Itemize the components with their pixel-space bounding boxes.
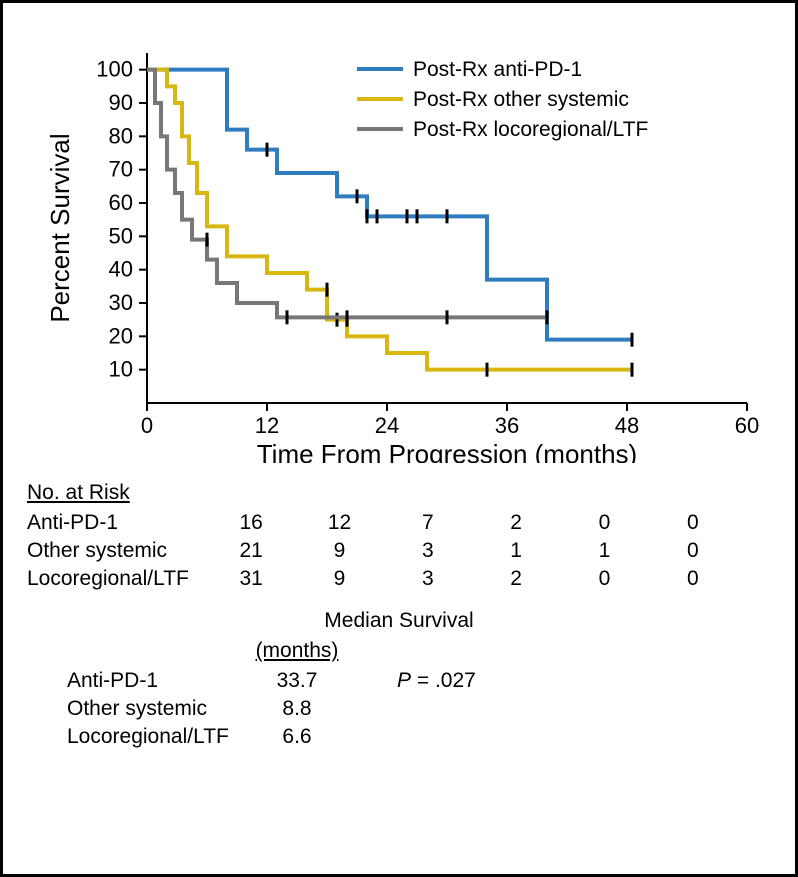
- median-value: 33.7: [227, 669, 367, 693]
- svg-text:90: 90: [109, 90, 133, 115]
- svg-text:Time From Progression (months): Time From Progression (months): [257, 439, 637, 463]
- km-svg: 10 20 30 40 50 60 70 80 90 100 Percent Survival 0 12…: [27, 23, 777, 463]
- svg-text:24: 24: [375, 413, 399, 438]
- at-risk-cell: 7: [384, 511, 472, 535]
- median-label: Anti-PD-1: [27, 669, 227, 693]
- at-risk-title: No. at Risk: [27, 481, 771, 505]
- svg-text:36: 36: [495, 413, 519, 438]
- at-risk-label: Other systemic: [27, 539, 207, 563]
- at-risk-row: Other systemic2193110: [27, 539, 771, 563]
- at-risk-cell: 2: [472, 567, 560, 591]
- at-risk-row: Anti-PD-116127200: [27, 511, 771, 535]
- svg-text:48: 48: [615, 413, 639, 438]
- svg-text:0: 0: [141, 413, 153, 438]
- svg-text:Post-Rx locoregional/LTF: Post-Rx locoregional/LTF: [413, 118, 648, 141]
- at-risk-cell: 0: [560, 511, 648, 535]
- at-risk-cell: 3: [384, 539, 472, 563]
- at-risk-cell: 3: [384, 567, 472, 591]
- at-risk-cell: 21: [207, 539, 295, 563]
- svg-text:80: 80: [109, 123, 133, 148]
- svg-text:70: 70: [109, 157, 133, 182]
- svg-text:12: 12: [255, 413, 279, 438]
- svg-text:Percent Survival: Percent Survival: [45, 133, 75, 322]
- at-risk-cell: 16: [207, 511, 295, 535]
- at-risk-cell: 31: [207, 567, 295, 591]
- median-header: (months): [27, 639, 771, 663]
- at-risk-row: Locoregional/LTF3193200: [27, 567, 771, 591]
- figure-frame: 102030405060708090100Percent Survival012…: [0, 0, 798, 877]
- median-row: Anti-PD-133.7P = .027: [27, 669, 771, 693]
- median-label: Locoregional/LTF: [27, 725, 227, 749]
- svg-text:30: 30: [109, 290, 133, 315]
- median-label: Other systemic: [27, 697, 227, 721]
- median-value: 6.6: [227, 725, 367, 749]
- svg-text:Post-Rx anti-PD-1: Post-Rx anti-PD-1: [413, 58, 582, 81]
- at-risk-cell: 9: [295, 539, 383, 563]
- survival-plot: 10 20 30 40 50 60 70 80 90 100 Percent Survival 0 12…: [27, 23, 777, 463]
- at-risk-cell: 1: [560, 539, 648, 563]
- svg-text:50: 50: [109, 223, 133, 248]
- svg-text:20: 20: [109, 323, 133, 348]
- at-risk-label: Anti-PD-1: [27, 511, 207, 535]
- svg-text:Post-Rx other systemic: Post-Rx other systemic: [413, 88, 629, 111]
- at-risk-cell: 2: [472, 511, 560, 535]
- median-row: Other systemic8.8: [27, 697, 771, 721]
- at-risk-cell: 0: [560, 567, 648, 591]
- median-value: 8.8: [227, 697, 367, 721]
- at-risk-cell: 0: [649, 567, 737, 591]
- at-risk-table: No. at Risk Anti-PD-116127200Other syste…: [27, 481, 771, 591]
- at-risk-cell: 9: [295, 567, 383, 591]
- svg-text:60: 60: [735, 413, 759, 438]
- median-survival-block: Median Survival (months) Anti-PD-133.7P …: [27, 609, 771, 749]
- svg-text:100: 100: [96, 57, 133, 82]
- svg-text:40: 40: [109, 257, 133, 282]
- median-col-months: (months): [227, 639, 367, 663]
- at-risk-cell: 12: [295, 511, 383, 535]
- median-row: Locoregional/LTF6.6: [27, 725, 771, 749]
- median-title: Median Survival: [27, 609, 771, 633]
- at-risk-label: Locoregional/LTF: [27, 567, 207, 591]
- svg-text:10: 10: [109, 357, 133, 382]
- at-risk-cell: 0: [649, 539, 737, 563]
- svg-text:60: 60: [109, 190, 133, 215]
- at-risk-cell: 0: [649, 511, 737, 535]
- at-risk-cell: 1: [472, 539, 560, 563]
- median-p-value: P = .027: [367, 669, 517, 693]
